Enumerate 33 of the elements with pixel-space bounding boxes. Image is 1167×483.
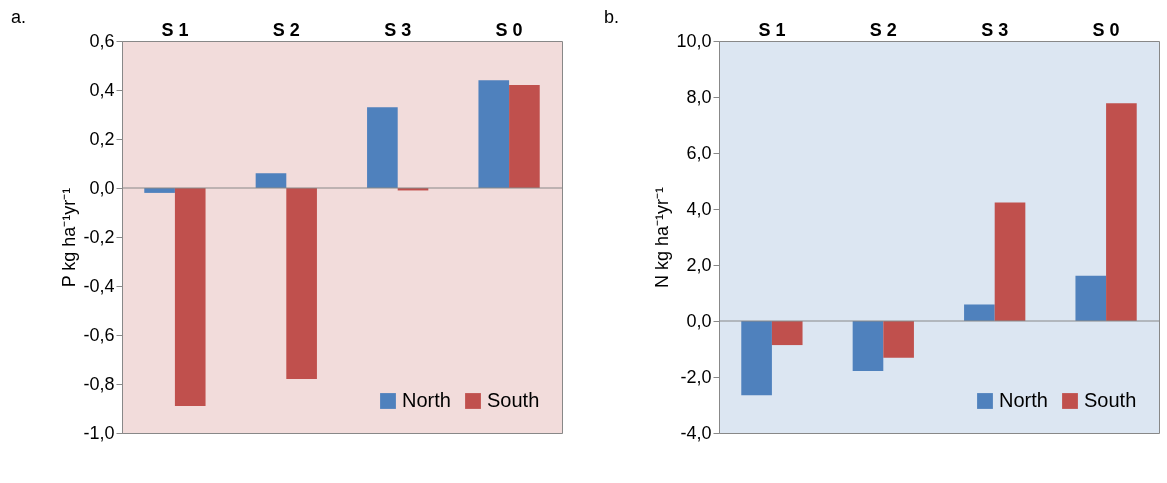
y-tick-label: 6,0 <box>686 142 712 163</box>
y-tick-label: 2,0 <box>686 254 712 275</box>
y-tick-label: -2,0 <box>680 366 712 387</box>
y-tick-label: 4,0 <box>686 198 712 219</box>
y-tick-label: 0,4 <box>89 79 115 100</box>
y-tick-label: -0,2 <box>83 226 115 247</box>
y-tick-label: 8,0 <box>686 86 712 107</box>
chart-title: a. <box>10 7 26 27</box>
y-tick-label: -4,0 <box>680 422 712 443</box>
y-axis-title: P kg ha⁻¹yr⁻¹ <box>59 187 80 288</box>
chart-title: b. <box>603 7 619 27</box>
legend-label: South <box>487 389 540 411</box>
y-tick-label: 0,0 <box>89 177 115 198</box>
legend-label: North <box>402 389 451 411</box>
y-tick-label: -1,0 <box>83 422 115 443</box>
x-tick-label: S 0 <box>1092 19 1120 40</box>
x-tick-label: S 1 <box>758 19 786 40</box>
x-tick-label: S 0 <box>495 19 523 40</box>
y-tick-label: -0,4 <box>83 275 115 296</box>
y-tick-label: 10,0 <box>676 30 712 51</box>
y-tick-label: 0,6 <box>89 30 115 51</box>
y-tick-label: -0,8 <box>83 373 115 394</box>
x-tick-label: S 2 <box>272 19 300 40</box>
x-tick-label: S 3 <box>981 19 1009 40</box>
y-tick-label: -0,6 <box>83 324 115 345</box>
y-axis-title: N kg ha⁻¹yr⁻¹ <box>652 186 673 289</box>
x-tick-label: S 1 <box>161 19 189 40</box>
legend-label: South <box>1084 389 1137 411</box>
legend-label: North <box>999 389 1048 411</box>
x-tick-label: S 3 <box>384 19 412 40</box>
y-tick-label: 0,0 <box>686 310 712 331</box>
x-tick-label: S 2 <box>869 19 897 40</box>
y-tick-label: 0,2 <box>89 128 115 149</box>
